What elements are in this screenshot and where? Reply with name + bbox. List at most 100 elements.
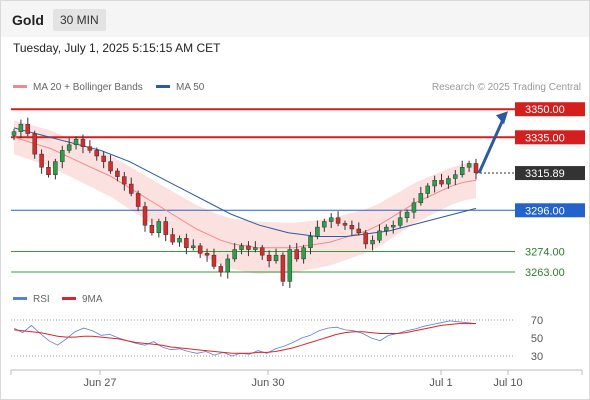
level-label-1: 3335.00 xyxy=(525,132,565,144)
candle-body-30 xyxy=(218,266,224,273)
candle-body-13 xyxy=(101,155,106,162)
level-tag-1 xyxy=(515,130,585,145)
x-tick-label-1: Jun 30 xyxy=(251,377,284,389)
candle-body-39 xyxy=(280,254,286,282)
candle-body-22 xyxy=(163,221,168,235)
candle-body-52 xyxy=(370,239,375,245)
candle-body-34 xyxy=(246,245,251,250)
candle-body-21 xyxy=(156,221,162,233)
candle-body-62 xyxy=(439,180,444,185)
candle-body-64 xyxy=(453,174,458,179)
level-label-4: 3263.00 xyxy=(525,267,565,279)
ma50-legend-label: MA 50 xyxy=(176,82,205,93)
bollinger-band xyxy=(14,120,476,274)
candle-body-4 xyxy=(39,153,44,168)
candle-body-5 xyxy=(46,166,51,175)
candle-body-14 xyxy=(108,161,113,172)
rsi-ma-line xyxy=(13,323,476,354)
candle-body-48 xyxy=(342,223,348,226)
candle-body-45 xyxy=(322,221,327,228)
candle-body-46 xyxy=(328,217,334,222)
candle-body-40 xyxy=(287,249,293,282)
candle-body-28 xyxy=(204,253,210,256)
candle-body-65 xyxy=(459,166,465,175)
candle-body-58 xyxy=(411,202,417,213)
x-tick-label-2: Jul 1 xyxy=(429,377,452,389)
candle-body-50 xyxy=(356,228,362,233)
candle-body-16 xyxy=(122,176,127,185)
candle-body-38 xyxy=(273,254,279,262)
candle-body-32 xyxy=(232,249,237,260)
candle-body-49 xyxy=(349,224,355,230)
research-credit: Research © 2025 Trading Central xyxy=(432,82,581,93)
candle-body-53 xyxy=(377,230,382,241)
rsi-tick-1: 50 xyxy=(531,333,543,345)
ma50-legend-swatch xyxy=(156,85,170,88)
ma20-legend-label: MA 20 + Bollinger Bands xyxy=(33,82,143,93)
candle-body-24 xyxy=(177,238,182,243)
candle-body-54 xyxy=(384,226,389,232)
candle-body-47 xyxy=(335,217,341,224)
last-price-label: 3315.89 xyxy=(525,168,565,180)
candle-body-61 xyxy=(432,180,437,187)
candle-body-33 xyxy=(239,245,244,250)
candle-body-9 xyxy=(73,138,79,146)
candle-body-7 xyxy=(60,150,65,162)
candle-body-66 xyxy=(466,163,472,168)
candle-body-19 xyxy=(142,206,148,226)
symbol-title: Gold xyxy=(12,12,44,28)
level-label-2: 3296.00 xyxy=(525,205,565,217)
last-price-tag xyxy=(515,166,585,181)
rsi-tick-2: 30 xyxy=(531,351,543,363)
level-tag-2 xyxy=(515,203,585,218)
candle-body-29 xyxy=(211,254,217,267)
candle-body-59 xyxy=(418,193,424,204)
candle-body-57 xyxy=(404,211,410,219)
candle-body-31 xyxy=(225,258,231,273)
candle-body-43 xyxy=(308,236,313,248)
candle-body-12 xyxy=(94,150,99,157)
candle-body-55 xyxy=(391,224,396,228)
candle-body-42 xyxy=(301,247,306,260)
candle-body-35 xyxy=(253,247,258,250)
rsi-ma-legend-swatch xyxy=(62,297,76,300)
x-tick-label-0: Jun 27 xyxy=(83,377,116,389)
level-tag-0 xyxy=(515,102,585,117)
candle-body-63 xyxy=(446,178,451,185)
candle-body-0 xyxy=(11,131,17,136)
candle-body-27 xyxy=(197,245,203,254)
x-axis: Jun 27 Jun 30 Jul 1 Jul 10 xyxy=(10,370,583,389)
candle-body-10 xyxy=(80,138,86,147)
projection-arrow-shaft xyxy=(477,116,506,174)
candle-body-15 xyxy=(115,170,120,177)
candle-body-20 xyxy=(149,224,155,233)
x-tick-label-3: Jul 10 xyxy=(493,377,522,389)
level-label-0: 3350.00 xyxy=(525,104,565,116)
candle-body-37 xyxy=(266,254,272,262)
candle-body-2 xyxy=(25,123,31,134)
candle-body-18 xyxy=(135,193,141,207)
level-label-3: 3274.00 xyxy=(525,246,565,258)
candle-body-8 xyxy=(66,144,72,151)
candle-body-26 xyxy=(191,245,196,248)
projection-arrow-head xyxy=(496,111,508,125)
candle-body-60 xyxy=(425,185,430,194)
ma20-legend-swatch xyxy=(13,85,27,88)
candle-body-17 xyxy=(128,183,134,194)
rsi-legend-label: RSI xyxy=(33,294,50,305)
rsi-ma-legend-label: 9MA xyxy=(82,294,103,305)
candle-body-6 xyxy=(53,161,58,175)
candle-body-23 xyxy=(170,234,175,243)
chart-header: Gold 30 MIN xyxy=(1,1,589,37)
timeframe-selector[interactable]: 30 MIN xyxy=(53,9,106,31)
timestamp: Tuesday, July 1, 2025 5:15:15 AM CET xyxy=(13,41,221,55)
candle-body-3 xyxy=(32,133,37,155)
candle-body-11 xyxy=(87,146,93,151)
candle-body-56 xyxy=(397,217,403,226)
candle-body-51 xyxy=(363,232,368,245)
main-plot: 3350.00 3335.00 3296.00 3274.00 3263.00 3315.… xyxy=(11,102,585,288)
candle-body-44 xyxy=(315,226,320,237)
candle-body-36 xyxy=(259,247,265,256)
